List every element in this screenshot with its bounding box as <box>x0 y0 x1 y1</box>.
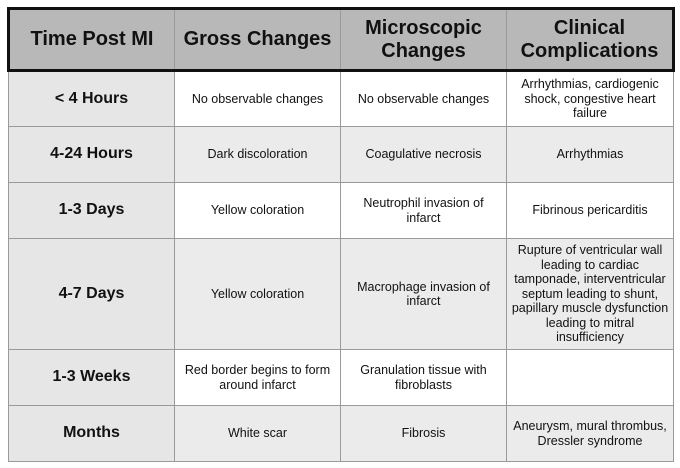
header-microscopic-changes: Microscopic Changes <box>340 7 507 72</box>
table-row: 1-3 Weeks Red border begins to form arou… <box>8 349 674 406</box>
gross-cell: Dark discoloration <box>174 126 341 183</box>
clinical-cell: Rupture of ventricular wall leading to c… <box>506 238 674 350</box>
micro-cell: Fibrosis <box>340 405 507 462</box>
table-row: 1-3 Days Yellow coloration Neutrophil in… <box>8 182 674 239</box>
time-cell: Months <box>8 405 175 462</box>
gross-cell: Yellow coloration <box>174 182 341 239</box>
micro-cell: Macrophage invasion of infarct <box>340 238 507 350</box>
time-cell: 4-24 Hours <box>8 126 175 183</box>
time-cell: 1-3 Weeks <box>8 349 175 406</box>
time-cell: 4-7 Days <box>8 238 175 350</box>
clinical-cell: Aneurysm, mural thrombus, Dressler syndr… <box>506 405 674 462</box>
table-row: < 4 Hours No observable changes No obser… <box>8 70 674 127</box>
micro-cell: Neutrophil invasion of infarct <box>340 182 507 239</box>
clinical-cell: Arrhythmias, cardiogenic shock, congesti… <box>506 70 674 127</box>
micro-cell: Coagulative necrosis <box>340 126 507 183</box>
mi-timeline-table-container: Time Post MI Gross Changes Microscopic C… <box>7 7 675 462</box>
table-row: Months White scar Fibrosis Aneurysm, mur… <box>8 405 674 462</box>
clinical-cell: Fibrinous pericarditis <box>506 182 674 239</box>
header-time-post-mi: Time Post MI <box>7 7 175 72</box>
micro-cell: No observable changes <box>340 70 507 127</box>
micro-cell: Granulation tissue with fibroblasts <box>340 349 507 406</box>
header-gross-changes: Gross Changes <box>174 7 341 72</box>
gross-cell: No observable changes <box>174 70 341 127</box>
clinical-cell <box>506 349 674 406</box>
gross-cell: Red border begins to form around infarct <box>174 349 341 406</box>
clinical-cell: Arrhythmias <box>506 126 674 183</box>
mi-timeline-table: Time Post MI Gross Changes Microscopic C… <box>7 7 675 462</box>
time-cell: 1-3 Days <box>8 182 175 239</box>
gross-cell: Yellow coloration <box>174 238 341 350</box>
time-cell: < 4 Hours <box>8 70 175 127</box>
table-row: 4-24 Hours Dark discoloration Coagulativ… <box>8 126 674 183</box>
header-row: Time Post MI Gross Changes Microscopic C… <box>7 7 675 72</box>
gross-cell: White scar <box>174 405 341 462</box>
header-clinical-complications: Clinical Complications <box>506 7 675 72</box>
table-row: 4-7 Days Yellow coloration Macrophage in… <box>8 238 674 350</box>
